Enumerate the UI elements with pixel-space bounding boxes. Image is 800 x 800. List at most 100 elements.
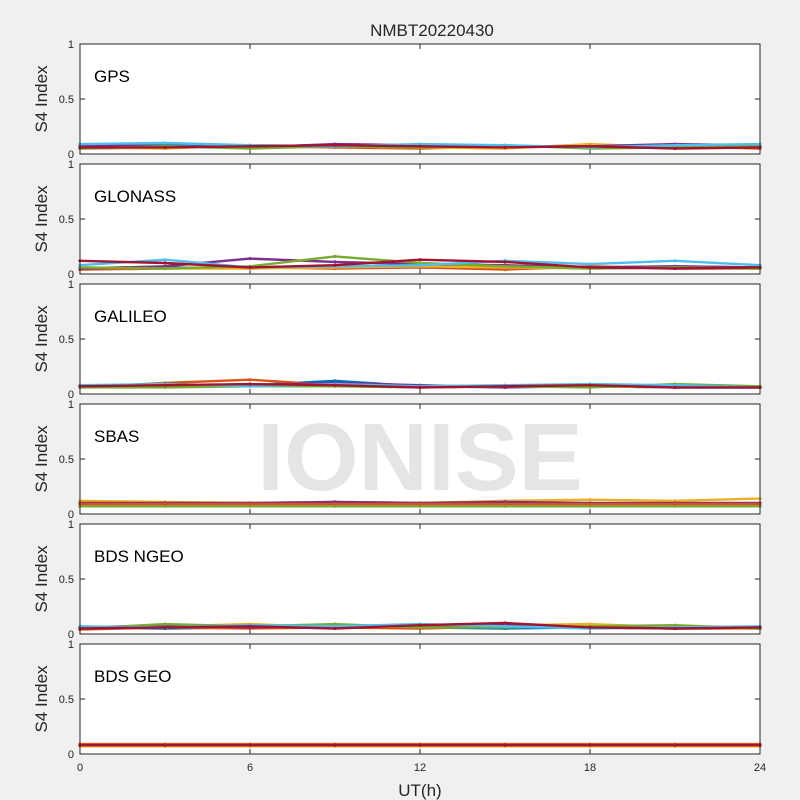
x-tick-label: 18	[584, 762, 596, 774]
data-point	[163, 625, 167, 630]
data-point	[418, 142, 422, 146]
data-point	[588, 383, 592, 387]
data-point	[503, 621, 507, 625]
data-point	[248, 384, 252, 388]
x-tick-label: 0	[77, 762, 83, 774]
panel-gps: 0 0.5 1 GPS S4 Index	[32, 39, 762, 161]
y-tick-label: 0.5	[59, 574, 74, 586]
plot-area	[80, 404, 760, 514]
panel-bds-ngeo: 0 0.5 1 BDS NGEO S4 Index	[32, 519, 762, 641]
data-point	[248, 504, 252, 508]
panel-label: GPS	[94, 67, 130, 86]
data-point	[673, 623, 677, 627]
data-point	[163, 258, 167, 262]
data-point	[163, 264, 167, 268]
y-tick-label: 1	[68, 639, 74, 651]
x-tick-label: 12	[414, 762, 426, 774]
y-tick-label: 0.5	[59, 454, 74, 466]
data-point	[163, 504, 167, 508]
data-point	[333, 263, 337, 267]
data-point	[503, 384, 507, 388]
figure-title: NMBT20220430	[370, 21, 494, 40]
data-point	[248, 743, 252, 747]
panel-label: SBAS	[94, 427, 139, 446]
plot-area	[80, 644, 760, 754]
y-axis-label: S4 Index	[32, 545, 51, 613]
data-point	[503, 260, 507, 264]
panel-label: BDS NGEO	[94, 547, 184, 566]
data-point	[248, 265, 252, 269]
data-point	[333, 500, 337, 504]
panels: 0 0.5 1 GPS S4 Index 0 0.5 1 GLONASS S4 Index 0 0.5…	[32, 39, 766, 800]
data-point	[248, 624, 252, 628]
data-point	[588, 622, 592, 626]
y-axis-label: S4 Index	[32, 65, 51, 133]
data-point	[588, 625, 592, 630]
data-point	[588, 265, 592, 269]
y-tick-label: 0	[68, 149, 74, 161]
data-point	[503, 624, 507, 628]
y-tick-label: 1	[68, 399, 74, 411]
data-point	[503, 502, 507, 506]
data-point	[418, 623, 422, 627]
data-point	[418, 144, 422, 148]
y-tick-label: 0.5	[59, 214, 74, 226]
x-tick-label: 6	[247, 762, 253, 774]
data-point	[333, 624, 337, 628]
axes-box	[79, 163, 761, 275]
axes-box	[79, 403, 761, 515]
data-point	[588, 142, 592, 146]
axes-box	[79, 43, 761, 155]
data-point	[418, 743, 422, 747]
data-point	[503, 504, 507, 508]
data-point	[333, 622, 337, 626]
data-point	[248, 144, 252, 148]
y-tick-label: 1	[68, 519, 74, 531]
y-tick-label: 0.5	[59, 334, 74, 346]
data-point	[333, 502, 337, 506]
y-tick-label: 0.5	[59, 694, 74, 706]
panel-label: BDS GEO	[94, 667, 171, 686]
data-point	[503, 500, 507, 504]
data-point	[418, 625, 422, 630]
axes-box	[79, 643, 761, 755]
panel-glonass: 0 0.5 1 GLONASS S4 Index	[32, 159, 762, 281]
x-tick-label: 24	[754, 762, 766, 774]
data-point	[503, 264, 507, 268]
y-axis-label: S4 Index	[32, 425, 51, 493]
data-point	[673, 259, 677, 263]
data-point	[248, 502, 252, 506]
data-point	[333, 254, 337, 258]
axes-box	[79, 283, 761, 395]
data-point	[248, 382, 252, 386]
data-point	[163, 383, 167, 387]
data-point	[673, 743, 677, 747]
data-point	[418, 258, 422, 262]
data-point	[333, 379, 337, 383]
panel-bds-geo: 0 0.5 1 0 6 12 18 24 BDS GEO S4 Index UT(h)	[32, 639, 766, 800]
data-point	[163, 141, 167, 145]
y-axis-label: S4 Index	[32, 305, 51, 373]
data-point	[673, 504, 677, 508]
data-point	[418, 502, 422, 506]
plot-area	[80, 524, 760, 634]
y-tick-label: 1	[68, 279, 74, 291]
data-point	[673, 626, 677, 631]
watermark: IONISE	[257, 404, 582, 511]
y-tick-label: 0	[68, 509, 74, 521]
data-point	[163, 266, 167, 271]
data-point	[503, 743, 507, 747]
data-point	[588, 743, 592, 747]
panel-sbas: 0 0.5 1 SBAS S4 Index	[32, 399, 762, 521]
data-point	[333, 383, 337, 387]
y-tick-label: 0	[68, 269, 74, 281]
data-point	[588, 385, 592, 389]
plot-area	[80, 284, 760, 394]
data-point	[248, 146, 252, 151]
data-point	[333, 260, 337, 264]
data-point	[163, 261, 167, 265]
y-axis-label: S4 Index	[32, 185, 51, 253]
data-point	[333, 626, 337, 631]
data-point	[418, 263, 422, 267]
